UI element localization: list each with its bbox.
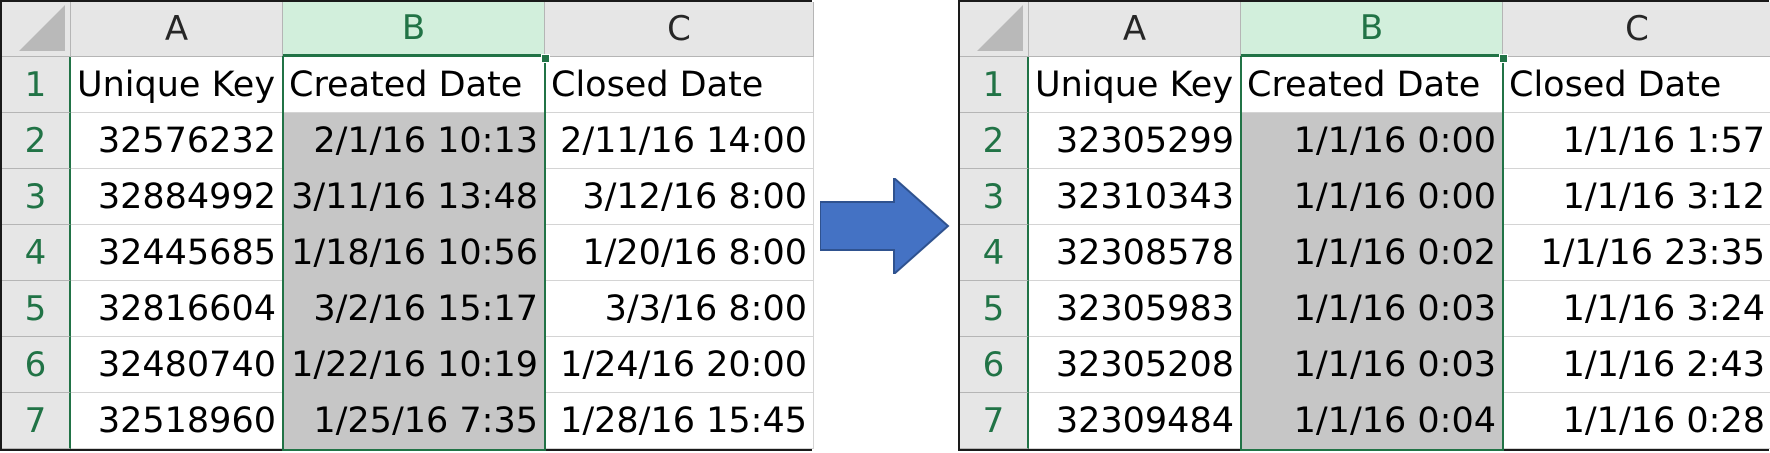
cell-c3[interactable]: 3/12/16 8:00	[545, 169, 814, 225]
cell-b1[interactable]: Created Date	[1241, 57, 1503, 113]
cell-b1[interactable]: Created Date	[283, 57, 545, 113]
select-all-corner[interactable]	[960, 2, 1029, 57]
cell-b5[interactable]: 3/2/16 15:17	[283, 281, 545, 337]
cell-a1[interactable]: Unique Key	[71, 57, 283, 113]
right-arrow-icon	[820, 178, 950, 274]
cell-a7[interactable]: 32309484	[1029, 393, 1241, 449]
cell-b6[interactable]: 1/1/16 0:03	[1241, 337, 1503, 393]
row-header-3[interactable]: 3	[960, 169, 1029, 225]
cell-c5[interactable]: 1/1/16 3:24	[1503, 281, 1770, 337]
column-header-b[interactable]: B	[283, 2, 545, 57]
row-header-1[interactable]: 1	[960, 57, 1029, 113]
cell-c3[interactable]: 1/1/16 3:12	[1503, 169, 1770, 225]
cell-a1[interactable]: Unique Key	[1029, 57, 1241, 113]
row-header-3[interactable]: 3	[2, 169, 71, 225]
cell-b2[interactable]: 2/1/16 10:13	[283, 113, 545, 169]
cell-c2[interactable]: 1/1/16 1:57	[1503, 113, 1770, 169]
row-header-2[interactable]: 2	[2, 113, 71, 169]
column-header-a[interactable]: A	[1029, 2, 1241, 57]
cell-a5[interactable]: 32816604	[71, 281, 283, 337]
right-spreadsheet: A B C 1 Unique Key Created Date Closed D…	[958, 0, 1770, 451]
cell-a3[interactable]: 32310343	[1029, 169, 1241, 225]
cell-a4[interactable]: 32445685	[71, 225, 283, 281]
row-header-6[interactable]: 6	[2, 337, 71, 393]
fill-handle[interactable]	[541, 54, 550, 63]
left-grid: A B C 1 Unique Key Created Date Closed D…	[2, 2, 814, 449]
right-grid: A B C 1 Unique Key Created Date Closed D…	[960, 2, 1770, 449]
cell-c1[interactable]: Closed Date	[1503, 57, 1770, 113]
cell-b6[interactable]: 1/22/16 10:19	[283, 337, 545, 393]
select-all-triangle-icon	[977, 5, 1023, 51]
cell-a4[interactable]: 32308578	[1029, 225, 1241, 281]
cell-c7[interactable]: 1/28/16 15:45	[545, 393, 814, 449]
row-header-4[interactable]: 4	[960, 225, 1029, 281]
cell-c2[interactable]: 2/11/16 14:00	[545, 113, 814, 169]
cell-b4[interactable]: 1/1/16 0:02	[1241, 225, 1503, 281]
cell-a2[interactable]: 32305299	[1029, 113, 1241, 169]
column-header-b[interactable]: B	[1241, 2, 1503, 57]
cell-b5[interactable]: 1/1/16 0:03	[1241, 281, 1503, 337]
cell-c7[interactable]: 1/1/16 0:28	[1503, 393, 1770, 449]
cell-c4[interactable]: 1/20/16 8:00	[545, 225, 814, 281]
cell-a6[interactable]: 32480740	[71, 337, 283, 393]
row-header-7[interactable]: 7	[2, 393, 71, 449]
cell-c6[interactable]: 1/24/16 20:00	[545, 337, 814, 393]
cell-c1[interactable]: Closed Date	[545, 57, 814, 113]
cell-c6[interactable]: 1/1/16 2:43	[1503, 337, 1770, 393]
select-all-triangle-icon	[19, 5, 65, 51]
column-header-c[interactable]: C	[1503, 2, 1770, 57]
row-header-4[interactable]: 4	[2, 225, 71, 281]
row-header-2[interactable]: 2	[960, 113, 1029, 169]
cell-a7[interactable]: 32518960	[71, 393, 283, 449]
cell-a2[interactable]: 32576232	[71, 113, 283, 169]
row-header-1[interactable]: 1	[2, 57, 71, 113]
row-header-5[interactable]: 5	[960, 281, 1029, 337]
left-spreadsheet: A B C 1 Unique Key Created Date Closed D…	[0, 0, 814, 451]
cell-b7[interactable]: 1/1/16 0:04	[1241, 393, 1503, 449]
column-header-c[interactable]: C	[545, 2, 814, 57]
column-header-a[interactable]: A	[71, 2, 283, 57]
cell-a6[interactable]: 32305208	[1029, 337, 1241, 393]
cell-b3[interactable]: 1/1/16 0:00	[1241, 169, 1503, 225]
row-header-7[interactable]: 7	[960, 393, 1029, 449]
cell-b4[interactable]: 1/18/16 10:56	[283, 225, 545, 281]
cell-c5[interactable]: 3/3/16 8:00	[545, 281, 814, 337]
cell-c4[interactable]: 1/1/16 23:35	[1503, 225, 1770, 281]
cell-a3[interactable]: 32884992	[71, 169, 283, 225]
cell-a5[interactable]: 32305983	[1029, 281, 1241, 337]
fill-handle[interactable]	[1499, 54, 1508, 63]
row-header-6[interactable]: 6	[960, 337, 1029, 393]
cell-b7[interactable]: 1/25/16 7:35	[283, 393, 545, 449]
cell-b2[interactable]: 1/1/16 0:00	[1241, 113, 1503, 169]
select-all-corner[interactable]	[2, 2, 71, 57]
row-header-5[interactable]: 5	[2, 281, 71, 337]
cell-b3[interactable]: 3/11/16 13:48	[283, 169, 545, 225]
